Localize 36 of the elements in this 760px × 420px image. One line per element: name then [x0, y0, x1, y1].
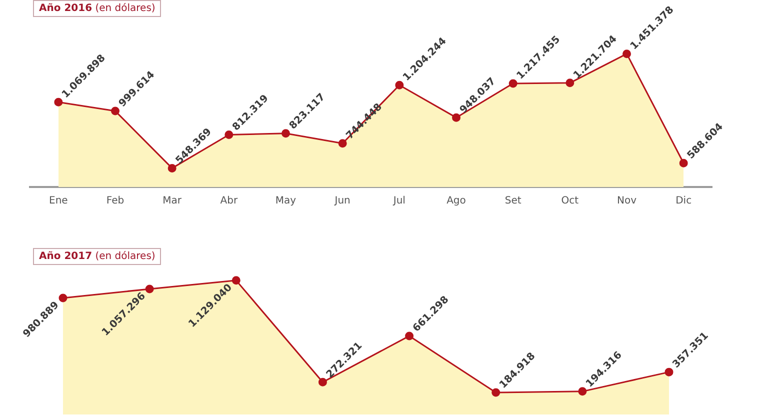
- x-tick-label: Oct: [561, 196, 579, 207]
- x-tick-label: Jul: [392, 196, 406, 207]
- chart-subtitle: (en dólares): [94, 251, 156, 262]
- point: [622, 50, 631, 58]
- point: [679, 158, 688, 168]
- point: [508, 79, 518, 88]
- chart-title: Año 2017: [39, 251, 92, 262]
- point: [492, 388, 500, 397]
- x-tick-label: Feb: [106, 196, 124, 207]
- x-tick-label: Set: [504, 196, 522, 207]
- point: [452, 113, 460, 122]
- chart-title: Año 2016: [39, 3, 92, 14]
- point: [145, 284, 154, 294]
- point: [168, 164, 176, 172]
- x-tick-label: Ene: [49, 196, 68, 207]
- x-tick-label: Mar: [162, 196, 182, 207]
- x-tick-label: Jun: [334, 196, 350, 207]
- point: [58, 294, 68, 302]
- x-tick-label: Dic: [676, 196, 692, 207]
- point: [566, 78, 574, 88]
- point: [111, 106, 120, 116]
- point: [664, 368, 674, 376]
- chart-subtitle: (en dólares): [94, 3, 156, 14]
- point: [318, 378, 327, 386]
- point: [54, 98, 63, 106]
- x-tick-label: Abr: [220, 196, 238, 207]
- point: [232, 276, 240, 285]
- point: [224, 130, 234, 140]
- x-tick-label: Ago: [446, 196, 466, 207]
- x-tick-label: Nov: [616, 196, 637, 207]
- point: [405, 332, 414, 340]
- x-tick-label: May: [275, 196, 296, 207]
- point: [338, 139, 347, 148]
- point: [395, 80, 404, 90]
- point: [282, 129, 290, 138]
- point: [578, 387, 587, 396]
